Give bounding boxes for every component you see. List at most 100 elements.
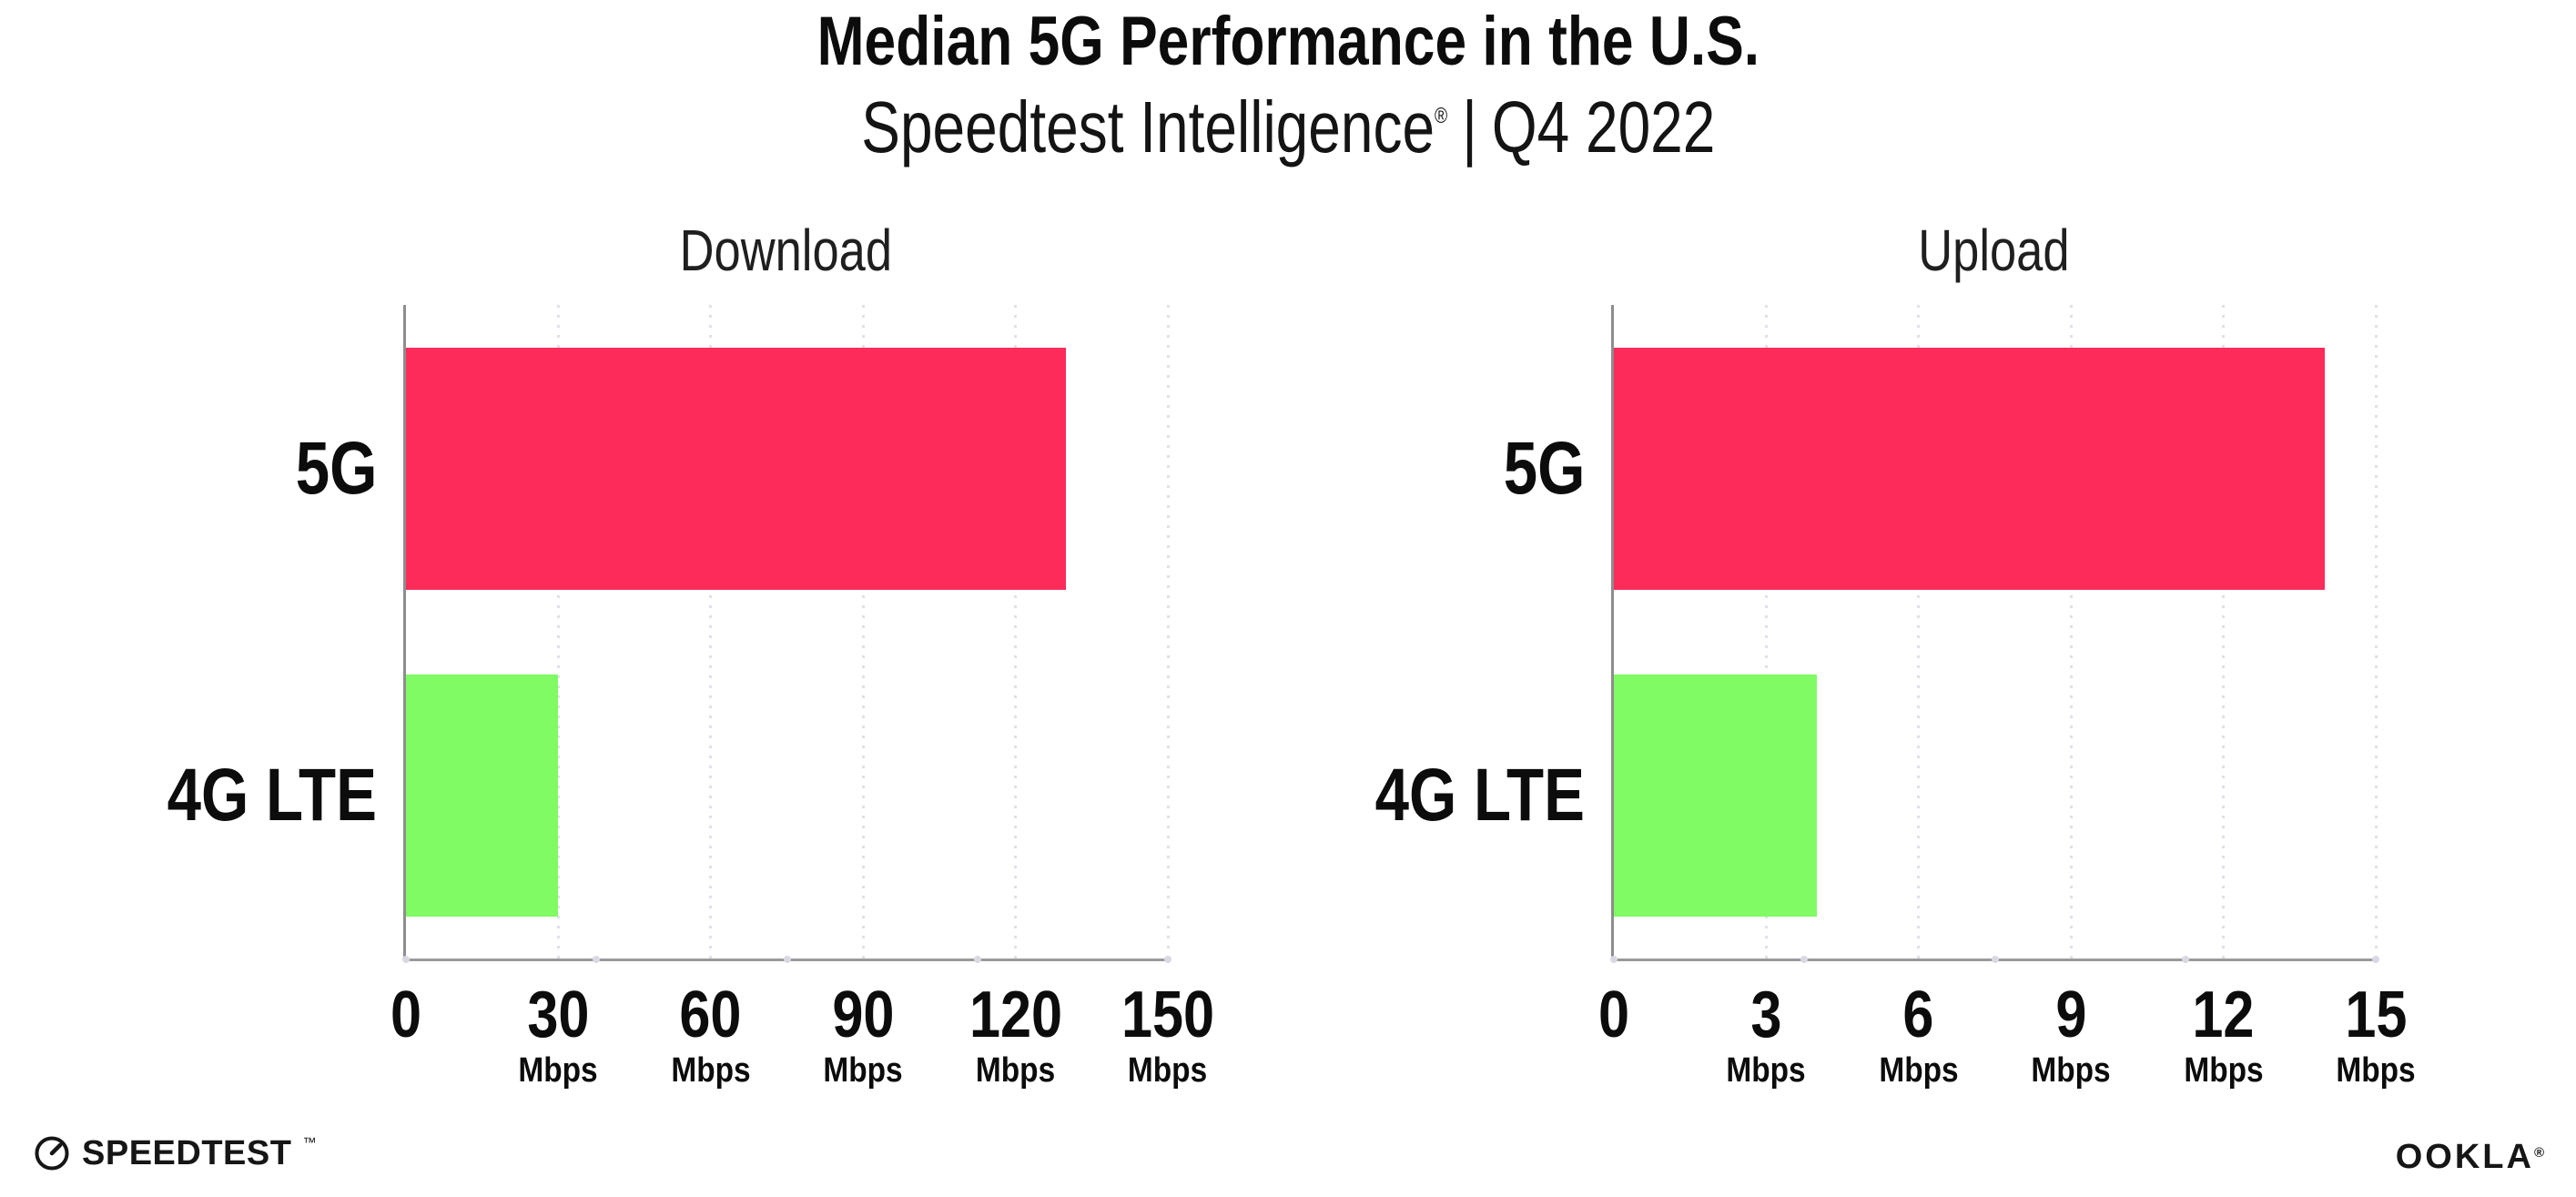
x-tick-value: 120: [969, 979, 1062, 1051]
upload-chart-title: Upload: [1611, 221, 2376, 279]
category-label-text: 5G: [295, 426, 377, 510]
axis-tick-dot: [2181, 956, 2189, 963]
x-tick-label-12: 12: [2178, 982, 2268, 1048]
subtitle-product: Speedtest Intelligence: [860, 86, 1435, 167]
bar-5g-download: [406, 347, 1067, 590]
x-tick-unit-text: Mbps: [1879, 1051, 1959, 1090]
download-chart-title: Download: [403, 221, 1168, 279]
x-tick-unit-text: Mbps: [2031, 1051, 2111, 1090]
download-chart: Download 0 30 Mbps 60 Mbps 90 Mbps 120 Mbps 150 Mb…: [167, 221, 1214, 1088]
axis-tick-dot: [783, 956, 791, 963]
axis-tick-dot: [2372, 956, 2379, 963]
category-label-text: 5G: [1503, 426, 1585, 510]
x-tick-unit-9: Mbps: [2026, 1053, 2116, 1088]
x-tick-15: 15 Mbps: [2330, 982, 2420, 1088]
download-plot-area: 0 30 Mbps 60 Mbps 90 Mbps 120 Mbps 150 Mbps 5G 4G LT…: [167, 305, 1214, 1088]
download-chart-title-text: Download: [679, 218, 892, 283]
speedtest-trademark-symbol: ™: [302, 1134, 317, 1151]
x-tick-unit-text: Mbps: [1128, 1051, 1208, 1090]
x-tick-value: 6: [1902, 979, 1934, 1051]
ookla-registered-symbol: ®: [2533, 1145, 2547, 1161]
category-label-5g: 5G: [278, 431, 377, 506]
x-tick-label-90: 90: [818, 982, 908, 1048]
bar-4g-lte-upload: [1614, 674, 1818, 917]
category-label-text: 4G LTE: [167, 753, 377, 837]
x-tick-9: 9 Mbps: [2026, 982, 2116, 1088]
axis-tick-dot: [593, 956, 601, 963]
gridline-9: [2069, 305, 2073, 959]
axis-tick-dot: [402, 956, 410, 963]
x-tick-value: 0: [390, 979, 422, 1051]
x-tick-unit-text: Mbps: [671, 1051, 751, 1090]
category-label-5g: 5G: [1486, 431, 1585, 506]
speedtest-logo: SPEEDTEST ™: [33, 1132, 316, 1174]
x-tick-value: 90: [832, 979, 895, 1051]
x-tick-label-0: 0: [1596, 982, 1632, 1048]
axis-tick-dot: [973, 956, 981, 963]
gridline-120: [1014, 305, 1018, 959]
x-tick-unit-15: Mbps: [2330, 1053, 2420, 1088]
category-label-4g-lte: 4G LTE: [121, 753, 377, 837]
gridline-90: [861, 305, 865, 959]
x-tick-value: 9: [2055, 979, 2087, 1051]
x-tick-unit-text: Mbps: [518, 1051, 599, 1090]
x-tick-unit-150: Mbps: [1113, 1053, 1222, 1088]
x-tick-label-30: 30: [513, 982, 603, 1048]
axis-tick-dot: [1991, 956, 1999, 963]
registered-trademark-symbol: ®: [1434, 103, 1447, 128]
x-tick-label-9: 9: [2026, 982, 2116, 1048]
subtitle-period: Q4 2022: [1491, 86, 1716, 167]
x-tick-12: 12 Mbps: [2178, 982, 2268, 1088]
page-title: Median 5G Performance in the U.S.: [0, 7, 2576, 76]
x-tick-label-150: 150: [1113, 982, 1222, 1048]
x-tick-unit-6: Mbps: [1873, 1053, 1963, 1088]
upload-chart: Upload 0 3 Mbps 6 Mbps 9 Mbps 12 Mbps 15 Mbps 5G 4G …: [1375, 221, 2416, 1088]
x-tick-value: 3: [1750, 979, 1782, 1051]
x-tick-unit-120: Mbps: [961, 1053, 1070, 1088]
x-tick-150: 150 Mbps: [1113, 982, 1222, 1088]
gridline-3: [1764, 305, 1768, 959]
page-subtitle-text: Speedtest Intelligence® | Q4 2022: [861, 91, 1715, 164]
x-tick-label-3: 3: [1721, 982, 1811, 1048]
x-tick-label-120: 120: [961, 982, 1070, 1048]
x-tick-value: 30: [527, 979, 590, 1051]
x-tick-unit-3: Mbps: [1721, 1053, 1811, 1088]
category-label-text: 4G LTE: [1374, 753, 1585, 837]
x-tick-label-60: 60: [665, 982, 756, 1048]
x-tick-0: 0: [388, 982, 424, 1048]
subtitle-separator: |: [1461, 86, 1477, 167]
bar-4g-lte-download: [406, 674, 559, 917]
page-subtitle: Speedtest Intelligence® | Q4 2022: [0, 91, 2576, 164]
x-tick-value: 15: [2344, 979, 2408, 1051]
x-tick-unit-12: Mbps: [2178, 1053, 2268, 1088]
axis-tick-dot: [1610, 956, 1618, 963]
x-tick-value: 150: [1121, 979, 1215, 1051]
x-tick-unit-30: Mbps: [513, 1053, 603, 1088]
speedtest-logo-text: SPEEDTEST: [82, 1134, 292, 1172]
category-label-4g-lte: 4G LTE: [1329, 753, 1585, 837]
x-tick-label-0: 0: [388, 982, 424, 1048]
x-tick-0: 0: [1596, 982, 1632, 1048]
gridline-12: [2222, 305, 2226, 959]
x-tick-value: 12: [2192, 979, 2255, 1051]
x-tick-unit-text: Mbps: [2183, 1051, 2264, 1090]
gridline-60: [709, 305, 713, 959]
x-tick-value: 0: [1597, 979, 1630, 1051]
x-tick-unit-text: Mbps: [823, 1051, 903, 1090]
x-tick-unit-text: Mbps: [975, 1051, 1056, 1090]
x-tick-unit-text: Mbps: [2336, 1051, 2416, 1090]
ookla-logo-text: OOKLA: [2395, 1138, 2534, 1176]
x-tick-30: 30 Mbps: [513, 982, 603, 1088]
upload-plot-area: 0 3 Mbps 6 Mbps 9 Mbps 12 Mbps 15 Mbps 5G 4G LTE: [1375, 305, 2416, 1088]
x-tick-unit-text: Mbps: [1726, 1051, 1807, 1090]
x-tick-label-15: 15: [2330, 982, 2420, 1048]
x-tick-unit-60: Mbps: [665, 1053, 756, 1088]
x-tick-60: 60 Mbps: [665, 982, 756, 1088]
x-tick-120: 120 Mbps: [961, 982, 1070, 1088]
gridline-30: [556, 305, 560, 959]
ookla-logo: OOKLA®: [2396, 1140, 2547, 1174]
gridline-150: [1166, 305, 1170, 959]
x-tick-3: 3 Mbps: [1721, 982, 1811, 1088]
axis-tick-dot: [1164, 956, 1171, 963]
